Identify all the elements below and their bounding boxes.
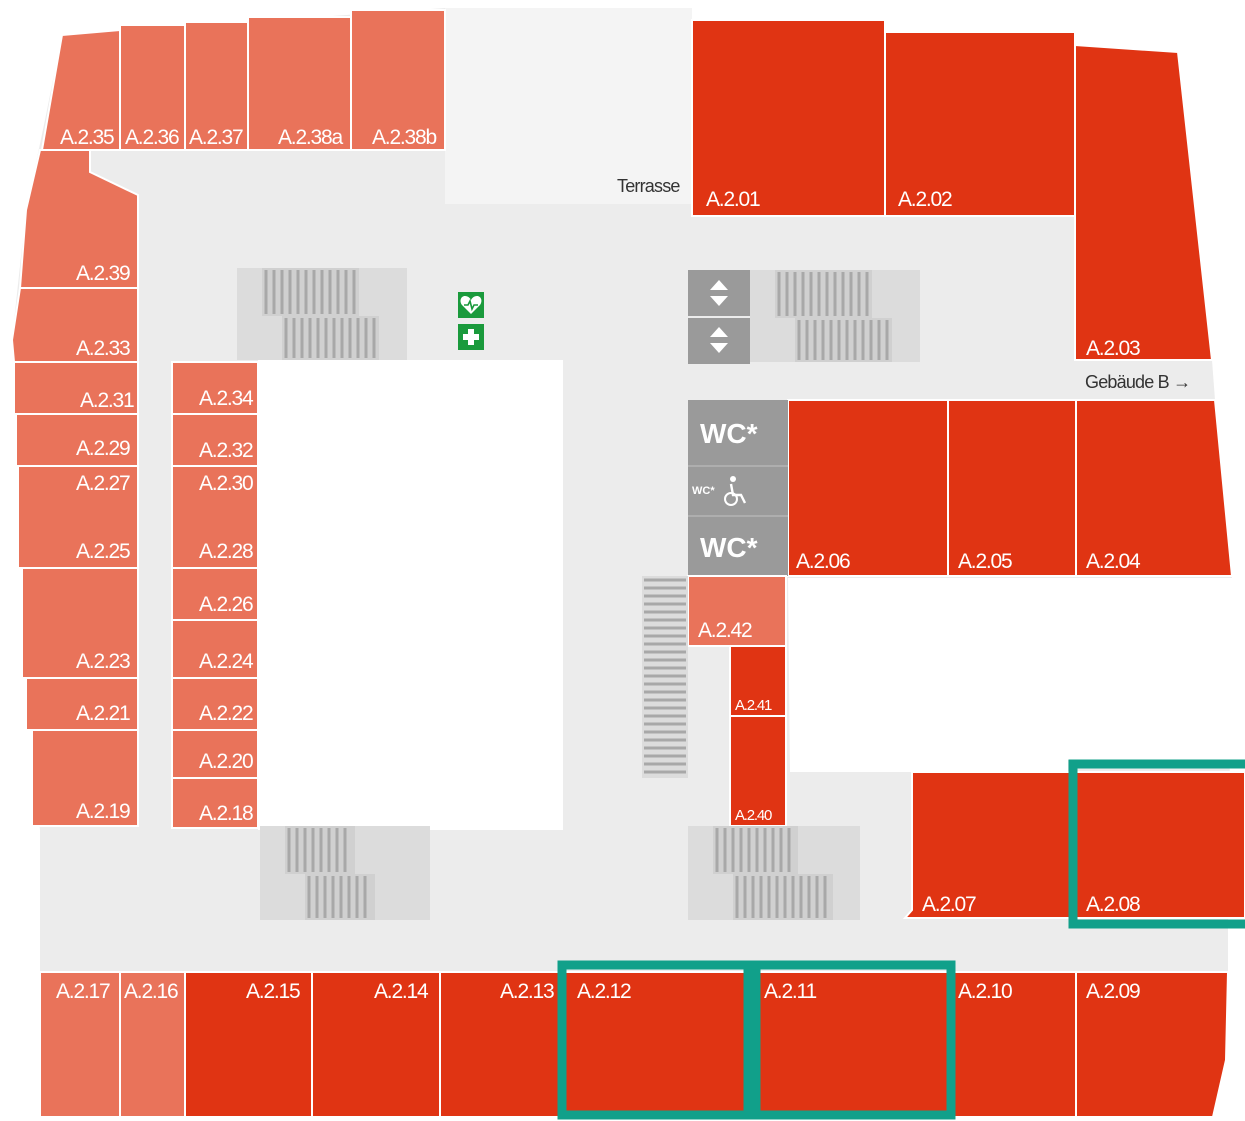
defibrillator-icon — [458, 292, 484, 318]
label-a229: A.2.29 — [76, 437, 130, 460]
label-a203: A.2.03 — [1086, 337, 1140, 360]
wheelchair-icon — [724, 476, 747, 506]
elevator-1[interactable] — [688, 270, 750, 316]
courtyard — [258, 360, 563, 830]
label-a214: A.2.14 — [374, 980, 429, 1003]
label-a228: A.2.28 — [199, 540, 253, 563]
label-a239: A.2.39 — [76, 262, 130, 285]
label-a238b: A.2.38b — [372, 126, 437, 149]
highlight-a212 — [557, 960, 753, 1120]
room-a206[interactable] — [787, 399, 949, 577]
wc-block — [688, 400, 788, 576]
label-a209: A.2.09 — [1086, 980, 1140, 1003]
label-a207: A.2.07 — [922, 893, 976, 916]
room-a234[interactable] — [171, 361, 259, 415]
stair-treads — [264, 270, 889, 918]
room-a240[interactable] — [729, 715, 787, 827]
highlight-a211 — [751, 960, 956, 1120]
room-a223[interactable] — [21, 567, 139, 679]
room-a236[interactable] — [119, 24, 186, 151]
first-aid-icon — [458, 324, 484, 350]
room-a231[interactable] — [13, 361, 139, 415]
wc-bottom-label: WC* — [700, 532, 758, 563]
label-a206: A.2.06 — [796, 550, 850, 573]
label-a202: A.2.02 — [898, 188, 952, 211]
room-a242[interactable] — [687, 575, 787, 647]
label-a213: A.2.13 — [500, 980, 554, 1003]
label-a211: A.2.11 — [764, 980, 816, 1003]
label-a238a: A.2.38a — [278, 126, 344, 149]
room-a207[interactable] — [902, 771, 1077, 919]
label-a232: A.2.32 — [199, 439, 253, 462]
label-a215: A.2.15 — [246, 980, 300, 1003]
label-a216: A.2.16 — [124, 980, 178, 1003]
room-a201[interactable] — [691, 19, 886, 217]
room-a212[interactable] — [562, 971, 746, 1118]
room-a232-a230[interactable] — [171, 413, 259, 467]
label-a240: A.2.40 — [735, 807, 772, 824]
terrasse-area — [445, 8, 692, 204]
elevator-arrow-icon — [710, 327, 728, 353]
label-a208: A.2.08 — [1086, 893, 1140, 916]
room-a237[interactable] — [184, 21, 249, 151]
label-a237: A.2.37 — [189, 126, 243, 149]
room-a216[interactable] — [119, 971, 186, 1118]
room-a208[interactable] — [1075, 771, 1245, 919]
room-a214[interactable] — [311, 971, 441, 1118]
room-a209[interactable] — [1075, 971, 1230, 1118]
label-a201: A.2.01 — [706, 188, 760, 211]
label-a234: A.2.34 — [199, 387, 254, 410]
label-a204: A.2.04 — [1086, 550, 1141, 573]
label-a210: A.2.10 — [958, 980, 1012, 1003]
room-a203[interactable] — [1074, 43, 1214, 361]
label-a224: A.2.24 — [199, 650, 254, 673]
label-a218: A.2.18 — [199, 802, 253, 825]
label-a205: A.2.05 — [958, 550, 1012, 573]
gebaeude-b-label[interactable]: Gebäude B → — [1085, 372, 1191, 392]
room-a222[interactable] — [171, 677, 259, 731]
highlight-a208 — [1068, 759, 1245, 929]
label-a242: A.2.42 — [698, 619, 752, 642]
room-a238b[interactable] — [350, 9, 446, 151]
room-a215[interactable] — [184, 971, 313, 1118]
room-a221[interactable] — [25, 677, 139, 731]
label-a241: A.2.41 — [735, 697, 772, 714]
room-a227-a225[interactable] — [17, 465, 139, 569]
label-a227: A.2.27 — [76, 472, 130, 495]
room-a213[interactable] — [439, 971, 564, 1118]
wc-top-label: WC* — [700, 418, 758, 449]
label-a217: A.2.17 — [56, 980, 110, 1003]
label-a230: A.2.30 — [199, 472, 253, 495]
label-a221: A.2.21 — [76, 702, 130, 725]
room-a218[interactable] — [171, 777, 259, 829]
room-a228[interactable] — [171, 465, 259, 569]
label-a226: A.2.26 — [199, 593, 253, 616]
label-a231: A.2.31 — [80, 389, 134, 412]
label-a223: A.2.23 — [76, 650, 130, 673]
room-a239[interactable] — [18, 149, 139, 289]
room-a202[interactable] — [884, 31, 1076, 217]
label-a236: A.2.36 — [125, 126, 179, 149]
label-a225: A.2.25 — [76, 540, 130, 563]
label-a233: A.2.33 — [76, 337, 130, 360]
terrasse-label: Terrasse — [617, 176, 680, 196]
room-a205[interactable] — [947, 399, 1077, 577]
label-a235: A.2.35 — [60, 126, 114, 149]
label-a219: A.2.19 — [76, 800, 130, 823]
east-courtyard — [788, 578, 1232, 772]
label-a220: A.2.20 — [199, 750, 253, 773]
elevator-arrow-icon — [710, 280, 728, 306]
room-a220[interactable] — [171, 729, 259, 779]
room-a241[interactable] — [729, 645, 787, 717]
room-a229[interactable] — [15, 413, 139, 467]
label-a222: A.2.22 — [199, 702, 253, 725]
wc-accessible-label: WC* — [692, 485, 715, 497]
elevator-2[interactable] — [688, 318, 750, 364]
room-a204[interactable] — [1075, 399, 1234, 577]
label-a212: A.2.12 — [577, 980, 631, 1003]
room-a219[interactable] — [31, 729, 139, 827]
